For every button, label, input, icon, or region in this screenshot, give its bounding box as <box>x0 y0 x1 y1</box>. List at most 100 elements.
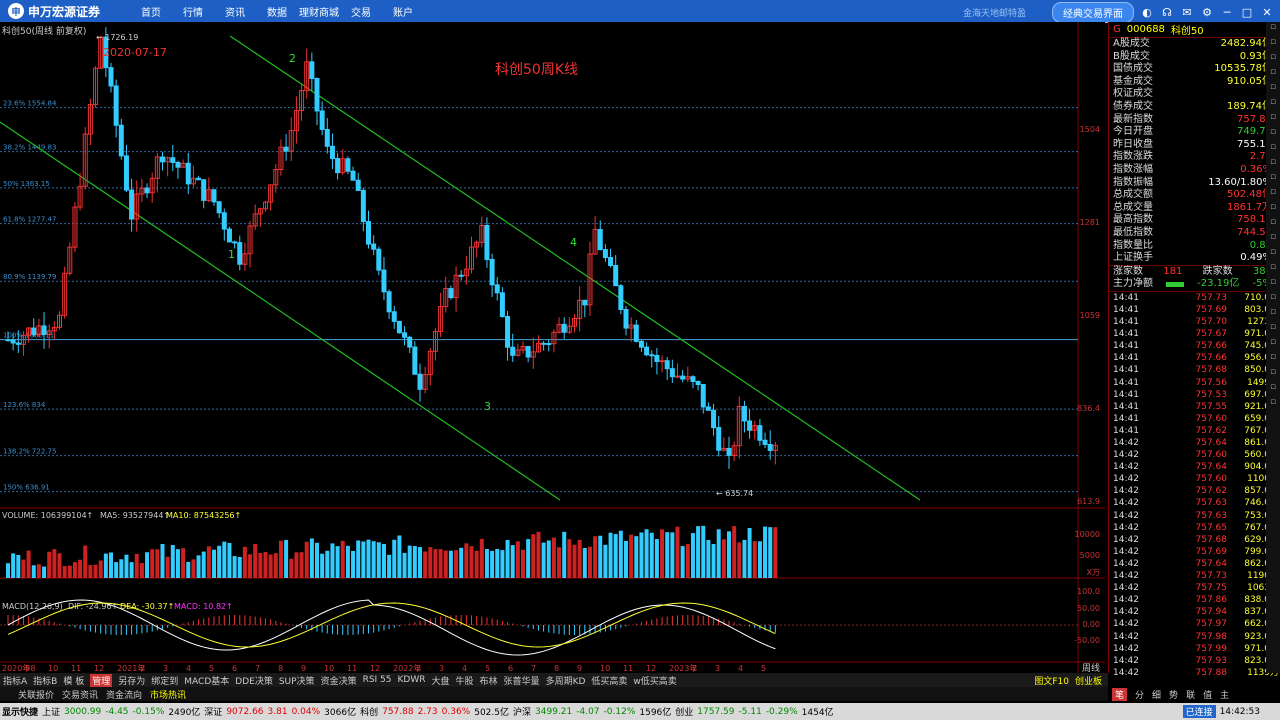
toolbar-icon[interactable]: ▫ <box>1269 307 1277 317</box>
indicator-tab[interactable]: 指标B <box>33 676 58 687</box>
toolbar-icon[interactable]: ▫ <box>1269 67 1277 77</box>
toolbar-icon[interactable]: ▫ <box>1269 22 1277 32</box>
indicator-tab[interactable]: 布林 <box>479 676 498 687</box>
volume-bar <box>660 529 665 578</box>
indicator-tab[interactable]: w低买高卖 <box>633 676 677 687</box>
candle <box>762 439 768 445</box>
tick-list[interactable]: 14:41 757.73 710.0万 14:41 757.69 803.0万 14:41 7… <box>1109 292 1280 679</box>
volume-bar <box>248 554 253 578</box>
minimize-icon[interactable]: ─ <box>1223 5 1231 19</box>
toolbar-icon[interactable]: ▫ <box>1269 52 1277 62</box>
skin-icon[interactable]: ◐ <box>1142 5 1152 19</box>
toolbar-icon[interactable]: ▫ <box>1269 247 1277 257</box>
indicator-tab[interactable]: DDE决策 <box>235 676 273 687</box>
toolbar-icon[interactable]: ▫ <box>1269 97 1277 107</box>
toolbar-icon[interactable]: ▫ <box>1269 202 1277 212</box>
volume-bar <box>273 553 278 578</box>
volume-bar <box>356 540 361 578</box>
side-tab-3[interactable]: 势 <box>1169 690 1179 701</box>
toolbar-icon[interactable]: ▫ <box>1269 352 1277 362</box>
volume-bar <box>114 562 119 578</box>
close-icon[interactable]: ✕ <box>1262 5 1272 19</box>
side-tab-4[interactable]: 联 <box>1186 690 1196 701</box>
toolbar-icon[interactable]: ▫ <box>1269 142 1277 152</box>
menu-item-3[interactable]: 数据 <box>267 7 287 19</box>
indicator-tab[interactable]: 低买高卖 <box>591 676 628 687</box>
volume-bar <box>232 556 237 578</box>
indicator-tab[interactable]: MACD基本 <box>184 676 230 687</box>
toolbar-icon[interactable]: ▫ <box>1269 217 1277 227</box>
headset-icon[interactable]: ☊ <box>1162 5 1172 19</box>
toolbar-icon[interactable]: ▫ <box>1269 337 1277 347</box>
indicator-tab[interactable]: 管理 <box>90 673 113 687</box>
toolbar-icon[interactable]: ▫ <box>1269 322 1277 332</box>
candle <box>314 78 320 112</box>
toolbar-icon[interactable]: ▫ <box>1269 127 1277 137</box>
candle <box>551 331 557 345</box>
quick-button[interactable]: 显示快捷 <box>2 708 39 718</box>
side-tab-1[interactable]: 分 <box>1135 690 1145 701</box>
maximize-icon[interactable]: □ <box>1241 5 1253 19</box>
indicator-tab[interactable]: 牛股 <box>455 676 474 687</box>
right-tab[interactable]: 图文F10 <box>1034 676 1069 687</box>
toolbar-icon[interactable]: ▫ <box>1269 277 1277 287</box>
menu-item-6[interactable]: 账户 <box>393 7 413 19</box>
menu-item-0[interactable]: 首页 <box>141 7 161 19</box>
kline-chart-svg[interactable]: 23.6% 1554.84 38.2% 1449.83 50% 1363.15 61.… <box>0 22 1105 674</box>
indicator-tab[interactable]: 多周期KD <box>545 676 586 687</box>
side-tab-2[interactable]: 细 <box>1152 690 1162 701</box>
toolbar-icon[interactable]: ▫ <box>1269 37 1277 47</box>
toolbar-icon[interactable]: ▫ <box>1269 382 1277 392</box>
indicator-tab[interactable]: KDWR <box>397 675 426 685</box>
toolbar-icon[interactable]: ▫ <box>1269 82 1277 92</box>
menu-item-5[interactable]: 交易 <box>351 7 371 19</box>
volume-bar <box>670 532 675 578</box>
tick-row: 14:41 757.67 971.0万 <box>1113 329 1279 340</box>
toolbar-icon[interactable]: ▫ <box>1269 112 1277 122</box>
indicator-tab[interactable]: 另存为 <box>118 676 146 687</box>
mail-icon[interactable]: ✉ <box>1182 5 1192 19</box>
index-value: 0.36% <box>441 706 471 717</box>
toolbar-icon[interactable]: ▫ <box>1269 187 1277 197</box>
indicator-tab[interactable]: RSI 55 <box>362 675 392 685</box>
menu-item-1[interactable]: 行情 <box>183 7 203 19</box>
candle <box>160 156 165 163</box>
menu-item-2[interactable]: 资讯 <box>225 7 245 19</box>
toolbar-icon[interactable]: ▫ <box>1269 157 1277 167</box>
indicator-tab[interactable]: 绑定到 <box>151 676 179 687</box>
indicator-tab[interactable]: 指标A <box>3 676 28 687</box>
toolbar-icon[interactable]: ▫ <box>1269 292 1277 302</box>
indicator-tab[interactable]: SUP决策 <box>278 676 315 687</box>
volume-bar <box>119 559 124 578</box>
toolbar-icon[interactable]: ▫ <box>1269 367 1277 377</box>
settings-icon[interactable]: ⚙ <box>1202 5 1212 19</box>
tick-row: 14:41 757.66 745.0万 <box>1113 341 1279 352</box>
indicator-tab[interactable]: 资金决策 <box>320 676 357 687</box>
side-tab-0[interactable]: 笔 <box>1112 687 1128 701</box>
candle <box>87 104 93 135</box>
info-tab[interactable]: 关联报价 <box>18 690 55 701</box>
indicator-tab[interactable]: 模 板 <box>63 676 85 687</box>
right-tab[interactable]: 创业板 <box>1074 676 1102 687</box>
side-tab-5[interactable]: 值 <box>1203 690 1213 701</box>
side-tab-6[interactable]: 主 <box>1220 690 1230 701</box>
up-down-row: 涨家数 181 跌家数 386 <box>1113 265 1272 277</box>
volume-bar <box>639 532 644 578</box>
toolbar-icon[interactable]: ▫ <box>1269 397 1277 407</box>
candle <box>288 130 294 152</box>
toolbar-icon[interactable]: ▫ <box>1269 172 1277 182</box>
indicator-tab[interactable]: 张蔷华量 <box>503 676 540 687</box>
candle <box>443 288 449 308</box>
info-tab[interactable]: 资金流向 <box>106 690 143 701</box>
toolbar-icon[interactable]: ▫ <box>1269 262 1277 272</box>
info-tab[interactable]: 市场热讯 <box>150 690 187 701</box>
indicator-tab[interactable]: 大盘 <box>431 676 450 687</box>
volume-bar <box>582 548 587 578</box>
menu-item-4[interactable]: 理财商城 <box>299 7 339 19</box>
candle <box>669 368 675 378</box>
info-tab[interactable]: 交易资讯 <box>62 690 99 701</box>
toolbar-icon[interactable]: ▫ <box>1269 232 1277 242</box>
classic-trade-button[interactable]: 经典交易界面 <box>1052 2 1134 23</box>
volume-bar <box>351 550 356 578</box>
kline-chart-area[interactable]: 23.6% 1554.84 38.2% 1449.83 50% 1363.15 61.… <box>0 22 1105 674</box>
